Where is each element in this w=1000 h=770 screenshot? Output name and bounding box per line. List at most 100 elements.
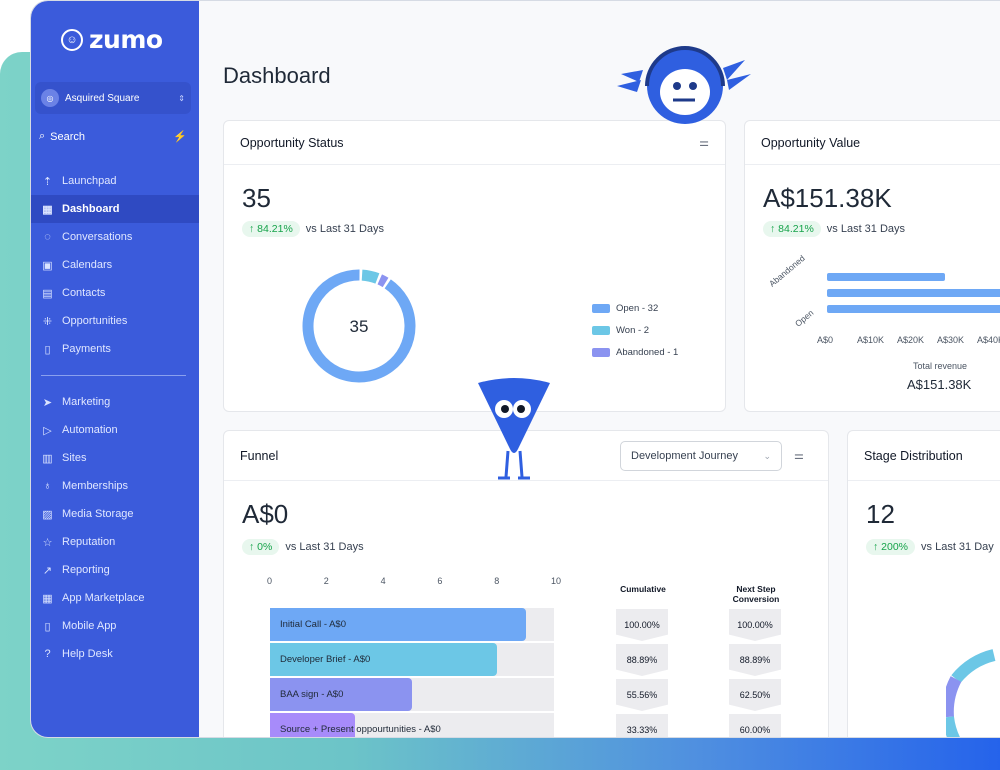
legend-swatch (592, 325, 610, 335)
delta-badge: ↑ 0% (242, 539, 280, 555)
page-title: Dashboard (223, 63, 331, 88)
card-title: Stage Distribution (864, 448, 963, 463)
value-bar-abandoned (827, 273, 945, 281)
x-tick-label: A$40K (977, 335, 1000, 345)
funnel-tick-label: 4 (380, 576, 386, 586)
sidebar-item-label: Conversations (62, 231, 133, 243)
cumulative-cell: 100.00% (616, 609, 668, 641)
account-switcher[interactable]: ◎ Asquired Square ⇕ (35, 82, 191, 114)
cumulative-cell: 33.33% (616, 714, 668, 737)
sidebar-item-memberships[interactable]: ♁ Memberships (31, 472, 199, 500)
card-title: Opportunity Value (761, 135, 861, 150)
dropdown-value: Development Journey (631, 450, 739, 462)
bolt-icon[interactable]: ⚡ (173, 131, 187, 143)
funnel-total: A$0 (242, 499, 289, 529)
card-title: Funnel (240, 448, 279, 463)
sidebar-item-contacts[interactable]: ▤ Contacts (31, 279, 199, 307)
legend-label: Open - 32 (616, 302, 659, 314)
filter-icon[interactable]: ⚌ (794, 450, 804, 462)
funnel-bar[interactable]: Initial Call - A$0 (270, 608, 526, 641)
opportunity-status-card: Opportunity Status ⚌ 35 ↑ 84.21% vs Last… (223, 120, 726, 412)
sidebar-item-reporting[interactable]: ↗ Reporting (31, 556, 199, 584)
sidebar-item-marketing[interactable]: ➤ Marketing (31, 388, 199, 416)
opportunity-value-card: Opportunity Value A$151.38K ↑ 84.21% vs … (744, 120, 1000, 412)
value-delta: ↑ 84.21% vs Last 31 Days (763, 221, 905, 237)
total-revenue-label: Total revenue (913, 361, 968, 371)
stage-slice-open (946, 716, 961, 737)
sites-icon: ▥ (42, 452, 53, 465)
sidebar-item-dashboard[interactable]: ▦ Dashboard (31, 195, 199, 223)
sidebar-item-label: Dashboard (62, 203, 120, 215)
sidebar-item-media-storage[interactable]: ▨ Media Storage (31, 500, 199, 528)
funnel-tick-label: 10 (551, 576, 562, 586)
sidebar-item-label: Media Storage (62, 508, 134, 520)
send-icon: ➤ (42, 396, 53, 409)
sidebar-item-sites[interactable]: ▥ Sites (31, 444, 199, 472)
mobile-icon: ▯ (44, 620, 51, 633)
stage-slice-won (951, 649, 996, 683)
sidebar-item-label: Reporting (62, 564, 110, 576)
calendar-icon: ▣ (42, 259, 53, 272)
sidebar-item-app-marketplace[interactable]: ▦ App Marketplace (31, 584, 199, 612)
delta-badge: ↑ 84.21% (242, 221, 300, 237)
legend-item[interactable]: Abandoned - 1 (592, 341, 678, 363)
star-icon: ☆ (42, 536, 53, 549)
sidebar-item-label: Sites (62, 452, 87, 464)
value-bar-open (827, 289, 1000, 297)
nav-primary: ⇡ Launchpad ▦ Dashboard ◌ Conversations ▣ Calen… (31, 167, 199, 363)
triangle-mascot-icon (478, 378, 550, 480)
pipeline-dropdown[interactable]: Development Journey ⌄ (620, 441, 782, 471)
legend-label: Won - 2 (616, 324, 650, 336)
chevron-down-icon: ⌄ (763, 450, 771, 461)
account-name: Asquired Square (65, 92, 140, 104)
legend-item[interactable]: Open - 32 (592, 297, 678, 319)
sidebar-item-automation[interactable]: ▷ Automation (31, 416, 199, 444)
x-tick-label: A$20K (897, 335, 925, 345)
funnel-bar[interactable]: Source + Present oppourtunities - A$0 (270, 713, 441, 737)
sidebar-item-label: Mobile App (62, 620, 117, 632)
image-icon: ▨ (42, 508, 53, 521)
logo[interactable]: ☺ zumo (61, 25, 163, 54)
nav-secondary: ➤ Marketing ▷ Automation ▥ Sites ♁ Memberships ▨… (31, 388, 199, 668)
main-content: Dashboard Opportunity Status ⚌ 35 ↑ 84.2… (199, 1, 1000, 737)
sidebar-item-label: Reputation (62, 536, 116, 548)
sidebar-item-help-desk[interactable]: ? Help Desk (31, 640, 199, 668)
app-window: ☺ zumo ◎ Asquired Square ⇕ ⌕ Search ⚡ ⇡ L… (30, 0, 1000, 738)
delta-badge: ↑ 84.21% (763, 221, 821, 237)
funnel-tick-label: 8 (494, 576, 500, 586)
sidebar-item-label: Calendars (62, 259, 113, 271)
sidebar-item-launchpad[interactable]: ⇡ Launchpad (31, 167, 199, 195)
chat-icon: ◌ (44, 231, 51, 243)
rocket-icon: ⇡ (42, 175, 53, 188)
delta-label: vs Last 31 Day (921, 541, 994, 553)
col-next-step: Next Step Conversion (732, 584, 780, 604)
x-tick-label: A$10K (857, 335, 885, 345)
status-legend: Open - 32 Won - 2 Abandoned - 1 (592, 297, 678, 363)
sidebar-item-mobile-app[interactable]: ▯ Mobile App (31, 612, 199, 640)
x-tick-label: A$30K (937, 335, 965, 345)
funnel-bar[interactable]: BAA sign - A$0 (270, 678, 412, 711)
sidebar-item-calendars[interactable]: ▣ Calendars (31, 251, 199, 279)
funnel-bar-label: Developer Brief - A$0 (280, 654, 371, 665)
value-bar-total (827, 305, 1000, 313)
donut-slice-0 (302, 269, 416, 383)
legend-item[interactable]: Won - 2 (592, 319, 678, 341)
sidebar: ☺ zumo ◎ Asquired Square ⇕ ⌕ Search ⚡ ⇡ L… (31, 1, 199, 737)
donut-center-value: 35 (349, 317, 369, 336)
donut-slice-1 (361, 269, 380, 284)
next-step-cell: 62.50% (729, 679, 781, 711)
card-title: Opportunity Status (240, 135, 344, 150)
apps-icon: ▦ (42, 592, 53, 605)
contacts-icon: ▤ (42, 287, 53, 300)
sidebar-item-reputation[interactable]: ☆ Reputation (31, 528, 199, 556)
sidebar-item-opportunities[interactable]: ⁜ Opportunities (31, 307, 199, 335)
funnel-bar[interactable]: Developer Brief - A$0 (270, 643, 498, 676)
stage-donut-chart (946, 649, 996, 737)
search-button[interactable]: ⌕ Search ⚡ (39, 130, 187, 143)
filter-icon[interactable]: ⚌ (699, 137, 709, 149)
logo-text: zumo (89, 25, 163, 54)
next-step-cell: 88.89% (729, 644, 781, 676)
sidebar-item-conversations[interactable]: ◌ Conversations (31, 223, 199, 251)
bar-label-open: Open (793, 307, 816, 329)
sidebar-item-payments[interactable]: ▯ Payments (31, 335, 199, 363)
